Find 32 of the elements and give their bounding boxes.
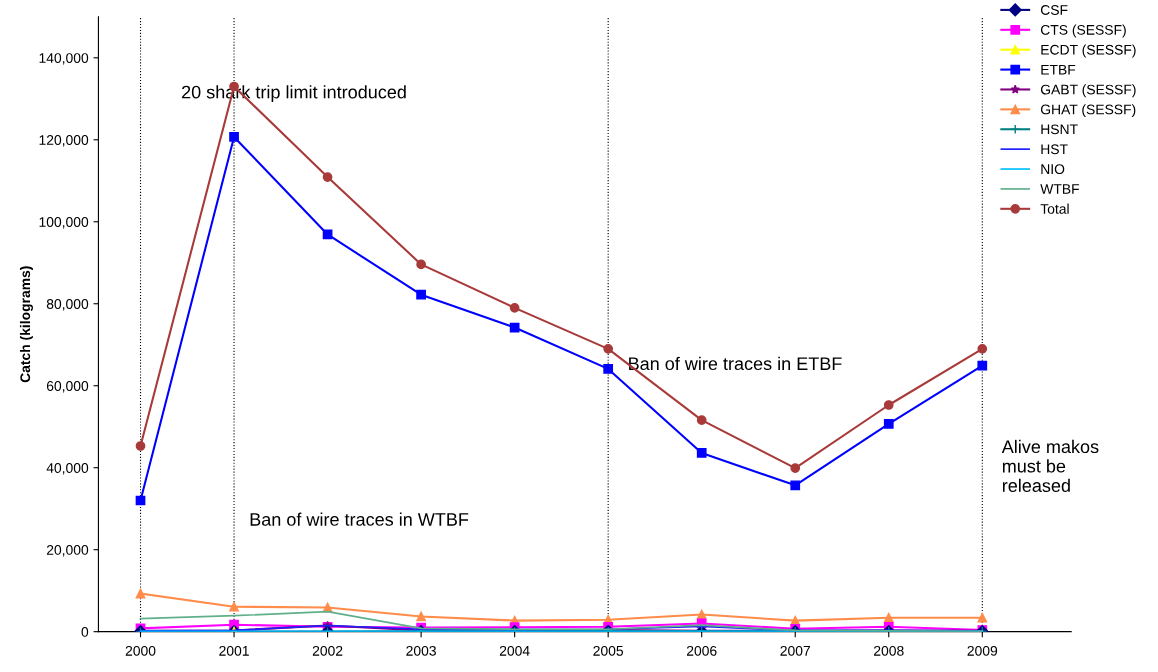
legend-label: ETBF — [1041, 64, 1076, 75]
annotation: Alive makos must be released — [1001, 439, 1099, 493]
annotation: Ban of wire traces in WTBF — [250, 512, 469, 526]
y-tick-label: 60,000 — [46, 381, 89, 393]
legend-label: NIO — [1041, 164, 1065, 175]
y-tick-label: 120,000 — [39, 135, 89, 147]
x-tick-label: 2004 — [499, 645, 530, 656]
y-axis-title: Catch (kilograms) — [19, 266, 33, 383]
x-tick-label: 2001 — [219, 645, 249, 656]
legend-label: WTBF — [1040, 184, 1080, 194]
x-tick-label: 2002 — [312, 645, 343, 656]
y-tick-label: 100,000 — [39, 217, 89, 229]
legend-label: ECDT (SESSF) — [1041, 44, 1136, 58]
x-tick-label: 2008 — [874, 645, 904, 656]
legend-label: CTS (SESSF) — [1040, 24, 1126, 38]
x-tick-label: 2000 — [125, 645, 156, 656]
y-tick-label: 0 — [81, 627, 89, 637]
legend-label: HSNT — [1041, 124, 1078, 135]
y-tick-label: 80,000 — [46, 299, 89, 311]
legend-label: CSF — [1040, 5, 1068, 15]
legend-label: HST — [1041, 144, 1068, 155]
y-tick-label: 20,000 — [46, 545, 89, 557]
x-tick-label: 2005 — [593, 645, 624, 656]
legend-label: Total — [1040, 203, 1069, 214]
x-tick-label: 2006 — [686, 645, 717, 656]
x-tick-label: 2007 — [780, 645, 810, 656]
legend-label: GHAT (SESSF) — [1040, 104, 1136, 118]
legend-label: GABT (SESSF) — [1040, 84, 1136, 98]
y-tick-label: 140,000 — [39, 53, 89, 65]
y-tick-label: 40,000 — [46, 463, 89, 475]
x-tick-label: 2003 — [406, 645, 436, 656]
x-tick-label: 2009 — [967, 645, 998, 656]
